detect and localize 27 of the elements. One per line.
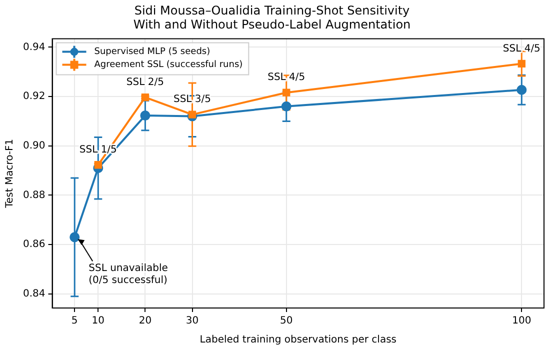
x-tick-label: 20 <box>138 316 152 327</box>
annotation: SSL 4/5 <box>502 43 540 54</box>
x-axis-title: Labeled training observations per class <box>200 334 396 346</box>
point <box>281 101 292 112</box>
chart-title: Sidi Moussa–Oualidia Training-Shot Sensitivity With and Without Pseudo-Label Augmentation <box>133 3 411 32</box>
x-tick-label: 10 <box>92 316 105 327</box>
point <box>516 84 527 95</box>
y-tick-label: 0.86 <box>23 239 46 250</box>
legend-label: Agreement SSL (successful runs) <box>94 60 243 70</box>
legend-label: Supervised MLP (5 seeds) <box>94 47 210 58</box>
point <box>140 110 150 121</box>
point <box>282 88 290 96</box>
y-tick-label: 0.84 <box>23 288 46 300</box>
y-tick-label: 0.88 <box>23 190 46 201</box>
y-tick-label: 0.94 <box>23 42 46 53</box>
annotation: SSL 2/5 <box>126 76 164 88</box>
y-tick-label: 0.92 <box>23 91 46 102</box>
point <box>188 110 196 118</box>
y-axis-title: Test Macro-F1 <box>4 138 16 209</box>
x-tick-label: 30 <box>186 316 199 327</box>
annotation: SSL unavailable (0/5 successful) <box>88 263 168 286</box>
point <box>518 60 526 68</box>
x-tick-label: 5 <box>71 316 78 327</box>
y-tick-label: 0.90 <box>23 140 46 152</box>
point <box>70 232 80 242</box>
x-tick-label: 100 <box>512 316 532 327</box>
x-tick-label: 50 <box>280 316 293 327</box>
